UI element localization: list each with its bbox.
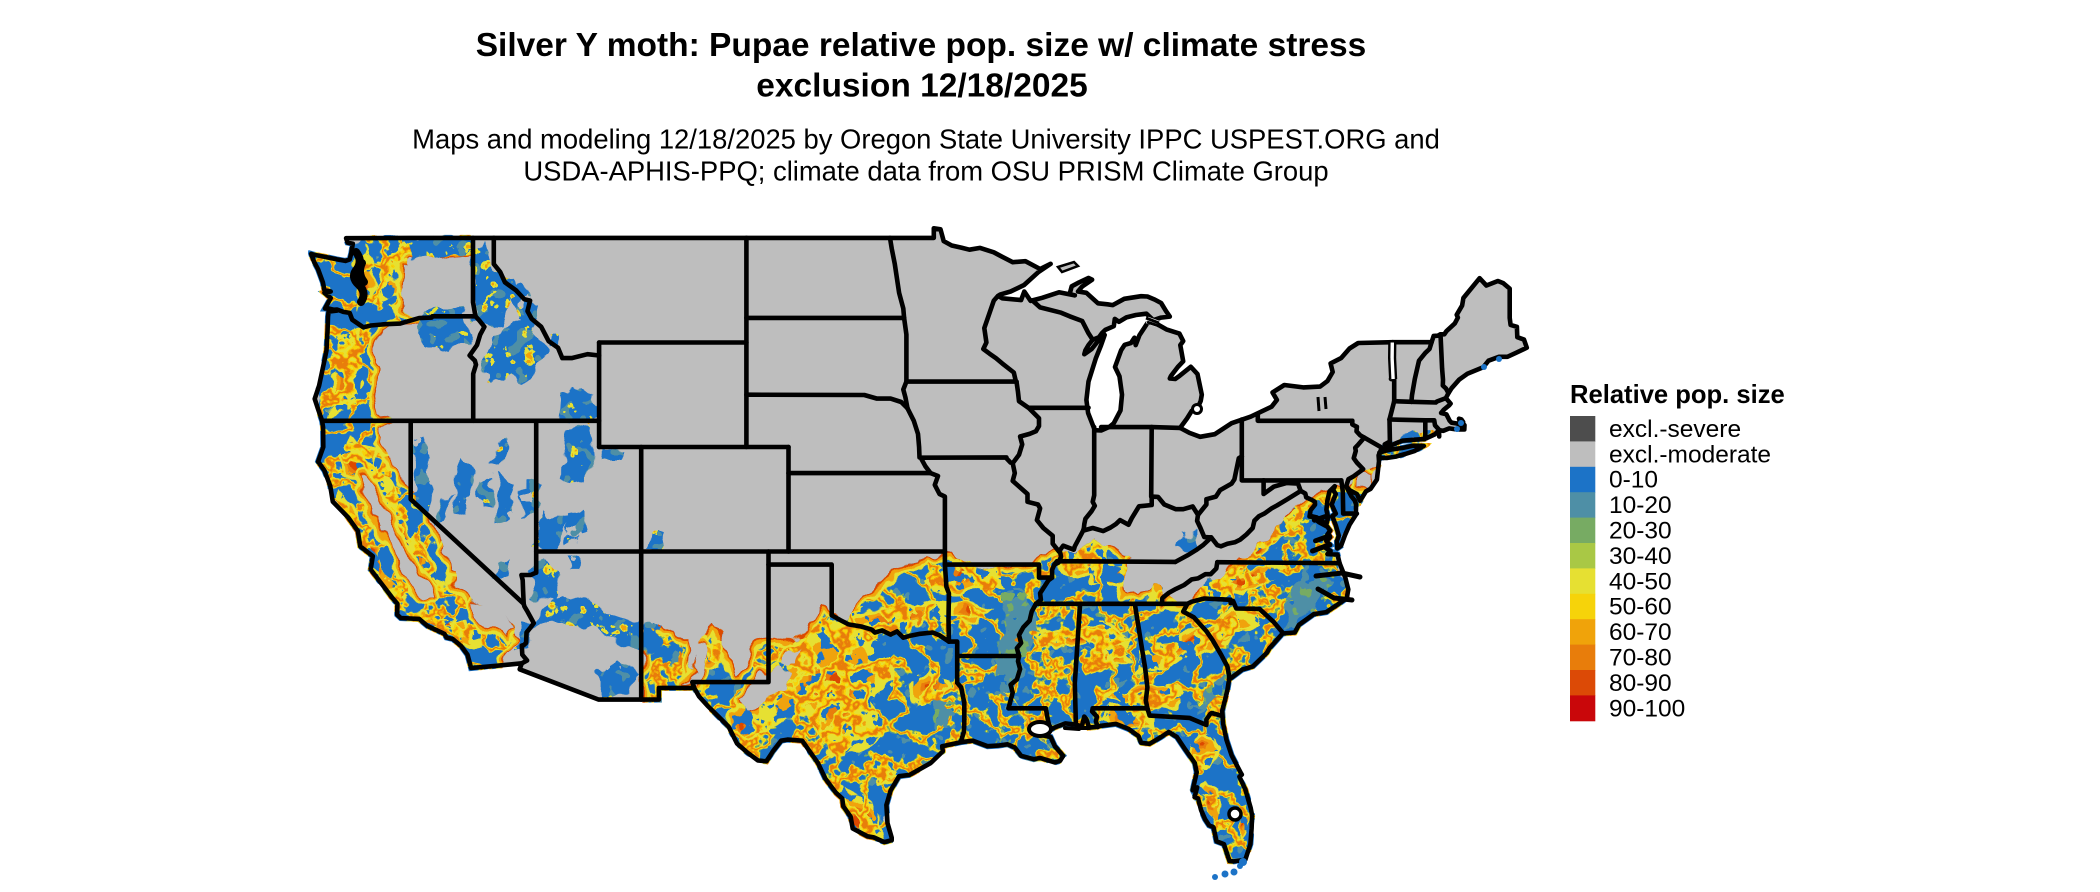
svg-text:excl.-severe: excl.-severe bbox=[1609, 416, 1741, 443]
svg-text:30-40: 30-40 bbox=[1609, 543, 1672, 570]
svg-text:80-90: 80-90 bbox=[1609, 670, 1672, 697]
svg-text:Relative pop. size: Relative pop. size bbox=[1570, 381, 1785, 409]
svg-text:20-30: 20-30 bbox=[1609, 518, 1672, 545]
svg-text:Silver Y moth: Pupae relative: Silver Y moth: Pupae relative pop. size … bbox=[476, 27, 1367, 64]
svg-text:exclusion 12/18/2025: exclusion 12/18/2025 bbox=[756, 67, 1088, 104]
svg-text:excl.-moderate: excl.-moderate bbox=[1609, 441, 1771, 468]
svg-text:50-60: 50-60 bbox=[1609, 594, 1672, 621]
svg-text:40-50: 40-50 bbox=[1609, 568, 1672, 595]
svg-text:60-70: 60-70 bbox=[1609, 619, 1672, 646]
svg-text:70-80: 70-80 bbox=[1609, 645, 1672, 672]
svg-text:90-100: 90-100 bbox=[1609, 695, 1685, 722]
svg-text:USDA-APHIS-PPQ; climate data f: USDA-APHIS-PPQ; climate data from OSU PR… bbox=[523, 156, 1328, 187]
svg-text:Maps and modeling 12/18/2025 b: Maps and modeling 12/18/2025 by Oregon S… bbox=[412, 124, 1440, 155]
svg-text:10-20: 10-20 bbox=[1609, 492, 1672, 519]
svg-text:0-10: 0-10 bbox=[1609, 467, 1658, 494]
